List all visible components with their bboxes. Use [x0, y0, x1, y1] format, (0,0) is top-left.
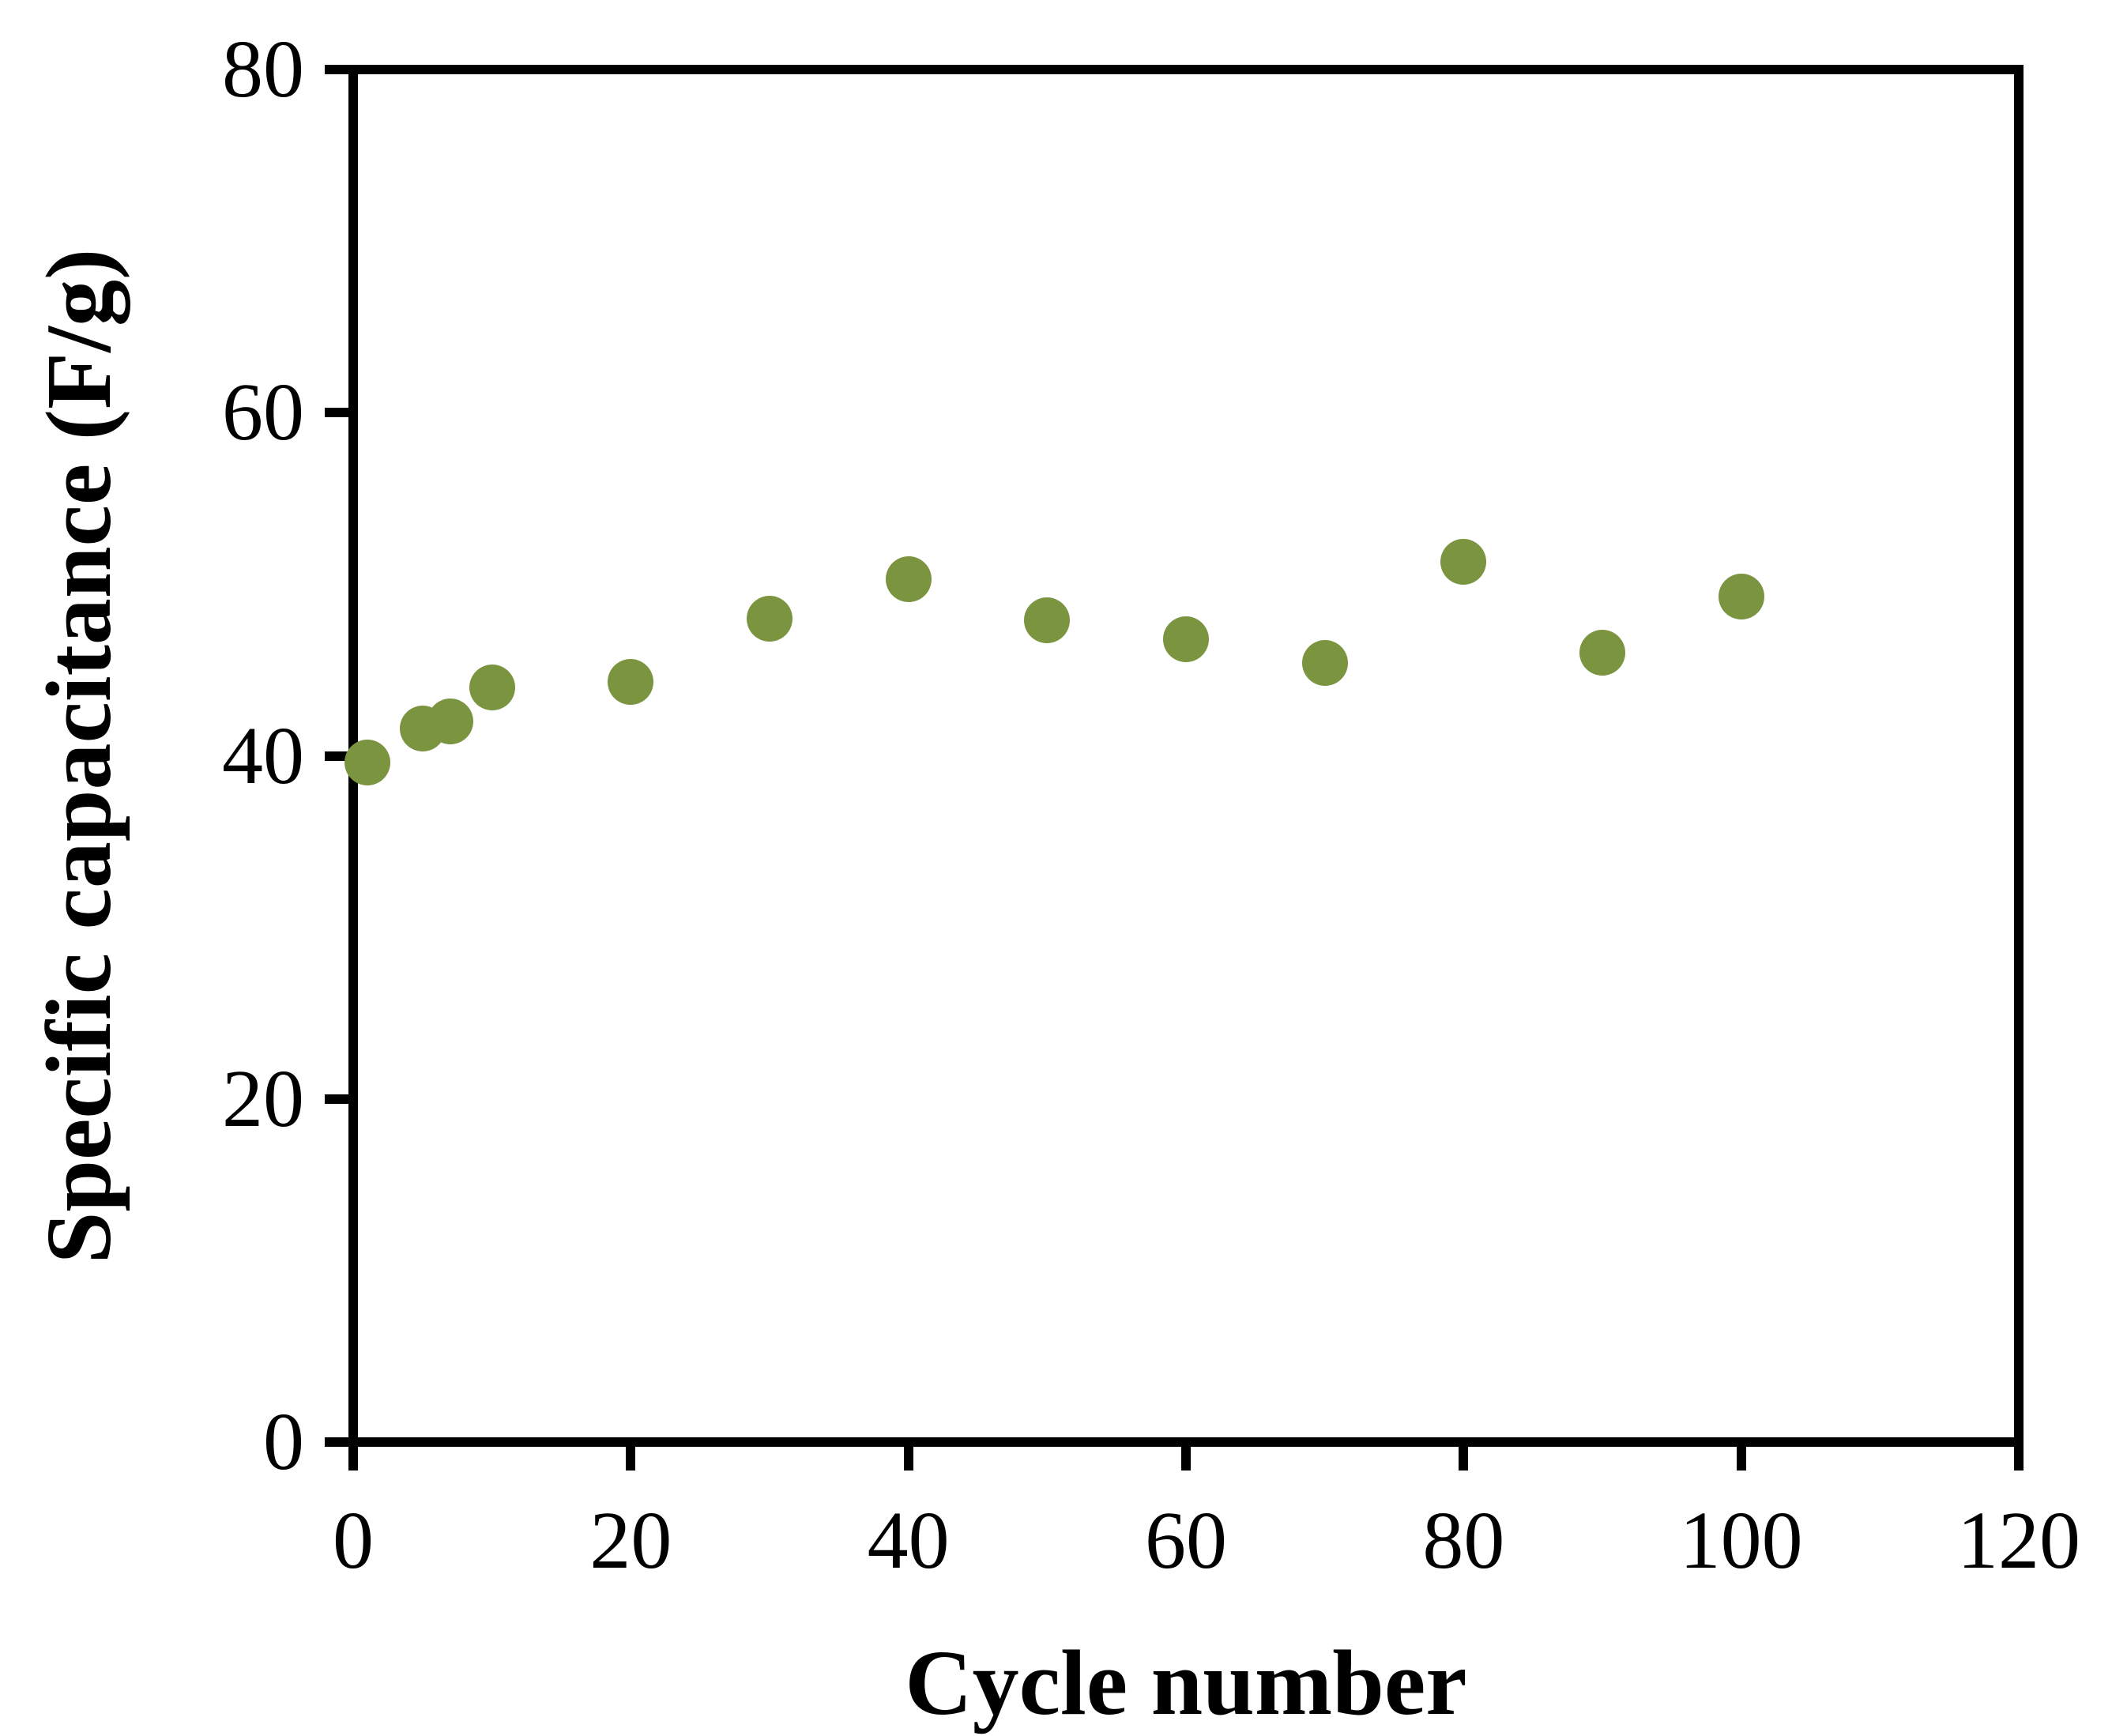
data-point	[1163, 616, 1209, 662]
x-tick-label: 100	[1679, 1495, 1803, 1586]
y-axis-tick	[325, 408, 348, 418]
x-tick-label: 120	[1957, 1495, 2080, 1586]
x-tick-label: 20	[589, 1495, 672, 1586]
x-axis-tick	[1736, 1447, 1746, 1471]
data-point	[1301, 640, 1348, 687]
x-axis-tick	[2014, 1447, 2024, 1471]
data-point	[885, 555, 932, 602]
data-point	[1579, 630, 1625, 676]
y-axis-tick	[325, 751, 348, 761]
y-axis-tick	[325, 65, 348, 74]
data-point	[344, 740, 390, 786]
x-axis-tick	[903, 1447, 913, 1471]
data-point	[1440, 539, 1487, 586]
y-tick-label: 40	[222, 710, 304, 801]
x-tick-label: 0	[333, 1495, 374, 1586]
y-axis-tick	[325, 1437, 348, 1447]
x-axis-tick	[348, 1447, 358, 1471]
data-point	[1024, 597, 1071, 643]
data-point	[427, 699, 473, 745]
x-axis-tick	[1181, 1447, 1191, 1471]
x-axis-title: Cycle number	[905, 1631, 1467, 1734]
x-tick-label: 40	[867, 1495, 950, 1586]
data-point	[747, 595, 792, 642]
data-point	[1718, 573, 1764, 619]
x-tick-label: 80	[1422, 1495, 1505, 1586]
y-tick-label: 60	[222, 367, 304, 458]
y-tick-label: 80	[222, 24, 304, 115]
x-axis-tick	[1459, 1447, 1469, 1471]
data-point	[469, 664, 515, 710]
y-tick-label: 20	[222, 1053, 304, 1144]
x-tick-label: 60	[1145, 1495, 1227, 1586]
data-point	[608, 659, 654, 706]
plot-area	[348, 65, 2024, 1447]
x-axis-tick	[626, 1447, 636, 1471]
y-tick-label: 0	[263, 1396, 304, 1487]
y-axis-tick	[325, 1094, 348, 1104]
